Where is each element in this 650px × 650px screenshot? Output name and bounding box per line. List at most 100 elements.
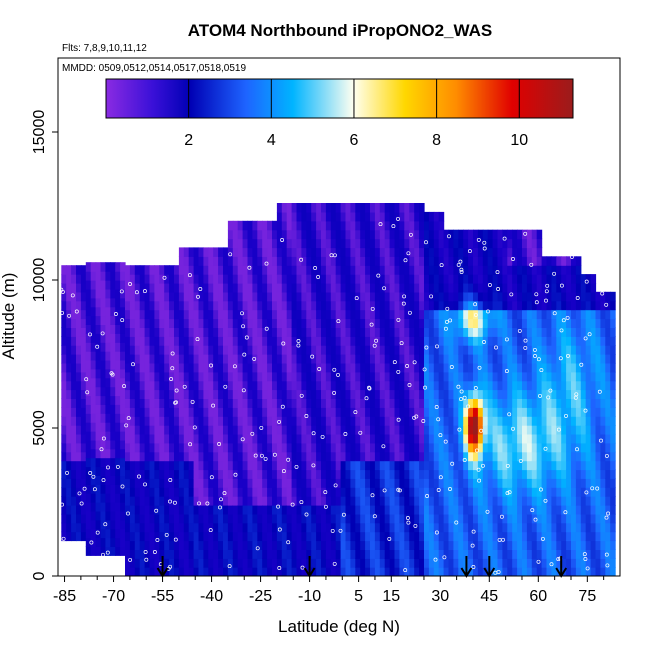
- sample-point: [208, 528, 213, 533]
- sample-point: [317, 367, 322, 371]
- sample-point: [143, 550, 148, 554]
- heat-cell: [419, 487, 425, 497]
- heat-cell: [311, 505, 317, 515]
- heat-cell: [502, 229, 508, 240]
- heat-cell: [458, 283, 464, 293]
- heat-cell: [183, 522, 190, 533]
- heat-cell: [497, 291, 503, 302]
- heat-cell: [443, 425, 450, 435]
- heat-cell: [291, 451, 298, 462]
- heat-cell: [355, 407, 361, 417]
- heat-cell: [433, 336, 440, 346]
- heat-cell: [257, 229, 263, 240]
- heat-cell: [252, 362, 258, 373]
- heat-cell: [374, 274, 381, 284]
- heat-cell: [546, 416, 552, 426]
- sample-point: [122, 384, 127, 389]
- heat-cell: [536, 362, 543, 373]
- heat-cell: [438, 371, 445, 382]
- heat-cell: [394, 487, 400, 497]
- heat-cell: [129, 389, 136, 399]
- heat-cell: [183, 469, 190, 479]
- heat-cell: [458, 567, 464, 576]
- heat-cell: [512, 398, 518, 408]
- heat-cell: [154, 451, 160, 462]
- heat-cell: [595, 318, 601, 328]
- heat-cell: [213, 283, 219, 293]
- heat-cell: [169, 407, 175, 417]
- heat-cell: [188, 336, 195, 346]
- heat-cell: [566, 398, 572, 408]
- heat-cell: [424, 567, 430, 576]
- heat-cell: [605, 371, 611, 382]
- heat-cell: [468, 496, 474, 506]
- sample-point: [332, 367, 337, 372]
- heat-cell: [272, 345, 278, 355]
- heat-cell: [301, 336, 307, 346]
- heat-cell: [316, 309, 322, 320]
- heat-cell: [340, 309, 347, 320]
- heat-cell: [575, 407, 582, 417]
- heat-cell: [580, 354, 587, 364]
- heat-cell: [433, 211, 440, 222]
- heat-cell: [355, 336, 361, 346]
- heat-cell: [458, 416, 464, 426]
- heat-cell: [360, 513, 366, 524]
- heat-cell: [404, 203, 410, 213]
- heat-cell: [125, 496, 131, 506]
- heat-cell: [330, 442, 337, 453]
- heat-cell: [512, 318, 518, 328]
- heat-cell: [389, 407, 396, 417]
- heat-cell: [95, 315, 102, 325]
- heat-cell: [497, 478, 503, 488]
- heat-cell: [580, 389, 587, 399]
- heat-cell: [394, 309, 400, 320]
- heat-cell: [428, 478, 435, 488]
- heat-cell: [330, 549, 337, 559]
- heat-cell: [203, 567, 209, 576]
- heat-cell: [301, 238, 307, 249]
- heat-cell: [276, 549, 283, 559]
- heat-cell: [325, 220, 332, 231]
- sample-point: [546, 395, 551, 400]
- heat-cell: [605, 300, 611, 311]
- heat-cell: [105, 466, 111, 476]
- heat-cell: [473, 380, 479, 391]
- heat-cell: [66, 274, 72, 284]
- heat-cell: [443, 407, 450, 417]
- heat-cell: [306, 283, 312, 293]
- heat-cell: [340, 283, 347, 293]
- heat-cell: [492, 558, 499, 568]
- heat-cell: [526, 362, 533, 373]
- heat-cell: [404, 567, 410, 576]
- heat-cell: [428, 256, 435, 266]
- heat-cell: [85, 280, 92, 290]
- heat-cell: [134, 318, 141, 328]
- heat-cell: [443, 496, 450, 506]
- heat-cell: [188, 389, 195, 399]
- heat-cell: [370, 433, 376, 444]
- heat-cell: [325, 327, 332, 337]
- heat-cell: [590, 291, 597, 302]
- heat-cell: [424, 354, 430, 364]
- heat-cell: [272, 354, 278, 364]
- heat-cell: [512, 558, 518, 568]
- heat-cell: [561, 433, 567, 444]
- heat-cell: [203, 318, 209, 328]
- heat-cell: [316, 558, 322, 568]
- heat-cell: [424, 531, 430, 542]
- heat-cell: [76, 345, 82, 355]
- heat-cell: [316, 211, 322, 222]
- heat-cell: [232, 513, 239, 524]
- heat-cell: [448, 540, 454, 550]
- heat-cell: [198, 291, 204, 302]
- heat-cell: [208, 433, 214, 444]
- heat-cell: [169, 380, 175, 391]
- heat-cell: [125, 362, 131, 373]
- heat-cell: [379, 229, 386, 240]
- heat-cell: [105, 431, 111, 441]
- heat-cell: [144, 487, 151, 497]
- heat-cell: [149, 345, 155, 355]
- heat-cell: [129, 451, 136, 462]
- heat-cell: [546, 336, 552, 346]
